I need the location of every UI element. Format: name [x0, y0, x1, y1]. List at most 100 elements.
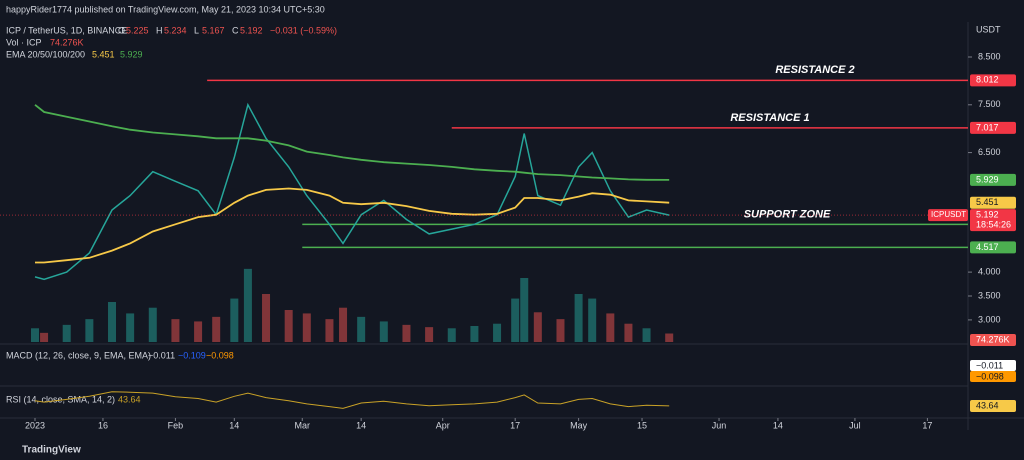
x-tick-label: 14 [356, 420, 366, 430]
level-tag-label: 8.012 [976, 75, 999, 85]
level-label: SUPPORT ZONE [744, 208, 831, 220]
x-tick-label: 17 [510, 420, 520, 430]
ema-value: 5.929 [120, 49, 143, 59]
volume-bar [402, 324, 411, 342]
ema-label: EMA 20/50/100/200 [6, 49, 85, 59]
symbol-tag-label: ICPUSDT [931, 210, 966, 219]
volume-bar [284, 310, 293, 342]
x-tick-label: Mar [295, 420, 311, 430]
y-tick-label: 7.500 [978, 99, 1001, 109]
volume-bar [262, 294, 271, 342]
x-tick-label: Jul [849, 420, 861, 430]
volume-bar [556, 319, 565, 342]
volume-bar [520, 278, 529, 342]
ohlc-value: 5.167 [202, 25, 225, 35]
ohlc-key: O [118, 25, 125, 35]
level-tag [970, 74, 1016, 87]
x-tick-label: 16 [98, 420, 108, 430]
volume-bar [325, 319, 334, 342]
y-tick-label: 3.500 [978, 290, 1001, 300]
volume-bar [212, 316, 221, 342]
macd-value: −0.011 [148, 350, 175, 360]
volume-bar [588, 298, 597, 342]
rsi-label: RSI (14, close, SMA, 14, 2) [6, 394, 115, 404]
y-tick-label: 8.500 [978, 51, 1001, 61]
level-tag [970, 241, 1016, 254]
price-tag [970, 196, 1016, 209]
symbol: ICP / TetherUS, 1D, BINANCE [6, 25, 127, 35]
x-tick-label: 17 [922, 420, 932, 430]
volume-tag-label: 74.276K [976, 334, 1010, 344]
level-label: RESISTANCE 2 [775, 64, 854, 76]
x-tick-label: 2023 [25, 420, 45, 430]
volume-bar [148, 307, 157, 342]
volume-bar [624, 323, 633, 342]
x-tick-label: Jun [712, 420, 727, 430]
level-tag-label: 7.017 [976, 122, 999, 132]
price-line [34, 102, 670, 281]
volume-bar [85, 319, 94, 342]
x-tick-label: Apr [436, 420, 450, 430]
volume-bar [379, 321, 388, 342]
volume-value: 74.276K [50, 37, 84, 47]
brand: TradingView [22, 445, 81, 456]
level-label: RESISTANCE 1 [730, 112, 809, 124]
macd-tag [970, 371, 1016, 382]
volume-bar [447, 328, 456, 342]
price-tag-label: 5.451 [976, 197, 999, 207]
volume-bar [493, 323, 502, 342]
x-tick-label: 14 [773, 420, 783, 430]
ohlc-value: 5.225 [126, 25, 149, 35]
volume-bar [425, 327, 434, 342]
volume-bar [31, 328, 39, 342]
volume-bar [574, 294, 583, 342]
x-tick-label: 15 [637, 420, 647, 430]
volume-bar [642, 328, 651, 342]
price-tag [970, 173, 1016, 186]
price-tag-label: 5.929 [976, 174, 999, 184]
ohlc-key: L [194, 25, 199, 35]
volume-bar [665, 333, 674, 342]
ohlc-value: 5.192 [240, 25, 263, 35]
volume-bar [230, 298, 239, 342]
ema-line [35, 187, 670, 264]
volume-bar [606, 313, 615, 342]
volume-bar [511, 298, 520, 342]
volume-bar [357, 316, 366, 342]
macd-tag-label: −0.011 [976, 360, 1003, 370]
macd-value: −0.098 [206, 350, 234, 360]
volume-bar [194, 321, 203, 342]
rsi-tag [970, 400, 1016, 412]
volume-bar [40, 332, 49, 342]
ohlc-value: 5.234 [164, 25, 187, 35]
publisher: happyRider1774 published on TradingView.… [6, 4, 325, 14]
volume-bar [62, 324, 71, 342]
volume-bar [171, 319, 180, 342]
y-tick-label: 3.000 [978, 314, 1001, 324]
volume-bar [533, 312, 542, 342]
rsi-value: 43.64 [118, 394, 141, 404]
symbol-tag [928, 209, 968, 222]
y-tick-label: 6.500 [978, 147, 1001, 157]
y-tick-label: 4.000 [978, 266, 1001, 276]
level-tag-label: 4.517 [976, 242, 999, 252]
ohlc-key: H [156, 25, 163, 35]
ema-value: 5.451 [92, 49, 115, 59]
rsi-tag-label: 43.64 [976, 400, 999, 410]
volume-bar [470, 326, 479, 342]
macd-tag-label: −0.098 [976, 371, 1004, 381]
change: −0.031 (−0.59%) [270, 25, 337, 35]
volume-bar [339, 307, 348, 342]
countdown: 18:54:26 [976, 220, 1011, 230]
volume-bar [243, 268, 252, 342]
macd-tag [970, 360, 1016, 371]
volume-bar [108, 302, 117, 342]
macd-label: MACD (12, 26, close, 9, EMA, EMA) [6, 350, 151, 360]
macd-value: −0.109 [178, 350, 206, 360]
x-tick-label: Feb [168, 420, 184, 430]
last-price-tag [970, 209, 1016, 232]
volume-label: Vol · ICP [6, 37, 42, 47]
last-price-label: 5.192 [976, 210, 999, 220]
